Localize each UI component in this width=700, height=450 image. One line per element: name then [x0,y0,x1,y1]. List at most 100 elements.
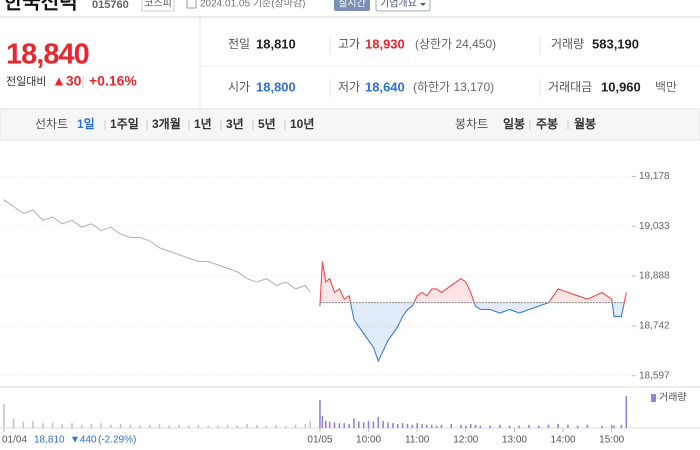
market: 코스피 [144,0,172,10]
y-tick-label: 19,033 [639,221,670,232]
stat-label: 저가 [338,80,360,94]
volume-bar [187,425,190,428]
volume-bar [567,424,569,428]
stat-value: 18,640 [365,79,405,94]
volume-bar [319,400,321,428]
volume-bar [367,420,370,428]
volume-bar [382,420,384,428]
volume-bar [440,424,443,428]
period-tab[interactable]: 1일 [77,117,95,131]
volume-bar [265,425,268,428]
candle-tab[interactable]: 일봉 [503,117,525,131]
change-rate: +0.16% [89,73,137,89]
volume-bar [450,424,453,428]
volume-legend-swatch [651,394,656,402]
y-tick-label: 18,597 [639,370,670,381]
volume-bar [148,424,151,428]
volume-bar [460,424,462,428]
stat-value: 18,810 [256,36,296,51]
volume-bar [557,424,560,428]
volume-bar [620,424,623,428]
volume-bar [586,424,589,428]
stat-label: 고가 [338,37,360,51]
volume-bar [601,425,603,428]
volume-bar [353,418,355,428]
stock-code: 015760 [92,0,129,11]
volume-bar [100,423,102,428]
volume-bar [12,418,15,428]
volume-bar [537,425,540,428]
volume-bar [372,421,375,428]
price-line-down [319,302,625,363]
period-tab[interactable]: 10년 [290,117,314,131]
company-info[interactable]: 기업개요 [380,0,417,10]
volume-bar [625,396,628,428]
candle-chart-label: 봉차트 [455,117,488,131]
price-area-down [319,302,625,361]
volume-bar [343,423,346,428]
volume-bar [392,423,394,428]
x-tick-label: 10:00 [356,435,381,446]
tabs: 1일 1주일 3개월 1년 3년 5년 10년 일봉 주봉 월봉 [77,116,596,131]
stock-name: 한국전력 [4,0,78,13]
stat-value: 18,800 [256,79,296,94]
volume-bar [236,425,239,428]
price-line [3,199,311,293]
volume-bar [499,424,501,428]
volume-bar [474,424,477,428]
line-chart-label: 선차트 [35,117,68,131]
stat-note: 백만 [655,80,677,94]
volume-bar [377,416,380,428]
dropdown-arrow [420,3,426,6]
volume-bar [309,420,312,428]
stats-table: 전일 18,810 고가 18,930 (상한가 24,450) 거래량 583,190 시가… [228,36,677,94]
volume-bar [435,425,438,428]
volume-bar [328,421,331,428]
period-tab[interactable]: 1주일 [110,117,139,131]
volume-bar [396,424,399,428]
volume-bar [321,416,324,428]
volume-bar [285,425,287,428]
company-info-button[interactable] [375,0,431,12]
volume-bar [430,424,433,428]
volume-bar [178,424,180,428]
stat-label: 전일 [228,37,250,51]
period-tab[interactable]: 3년 [226,117,244,131]
candle-tab[interactable]: 주봉 [536,117,558,131]
stat-value: 10,960 [601,79,641,94]
volume-bar [411,424,414,428]
realtime[interactable]: 실시간 [338,0,366,10]
stat-note: (상한가 24,450) [415,37,496,51]
volume-bar [401,423,404,428]
x-tick-label: 11:00 [405,435,430,446]
volume-bar [576,425,579,428]
volume-bar [338,423,341,428]
x-tick-label: 13:00 [502,435,527,446]
calendar-icon [186,0,197,9]
volume-bar [168,425,171,428]
candle-tab[interactable]: 월봉 [574,116,596,131]
volume-bar [3,404,5,428]
volume-bar [61,424,64,428]
period-tab[interactable]: 1년 [194,117,212,131]
volume-bar [387,422,389,428]
prev-rate: (-2.29%) [98,435,136,446]
volume-bar [275,424,277,428]
market-badge [141,0,175,12]
volume-bar [421,424,423,428]
stat-value: 583,190 [592,36,639,51]
stat-note: (하한가 13,170) [413,80,494,94]
x-tick-label: 01/05 [307,435,332,446]
x-tick-label: 14:00 [551,435,576,446]
period-tab[interactable]: 5년 [258,117,276,131]
y-tick-label: 18,888 [639,271,670,282]
change: ▲30 [52,73,82,89]
period-tab[interactable]: 3개월 [152,116,181,131]
volume-bar [508,425,511,428]
realtime-button[interactable] [334,0,370,11]
volume-bar [22,421,25,428]
stat-label: 시가 [228,80,250,94]
volume-bar [32,420,34,428]
